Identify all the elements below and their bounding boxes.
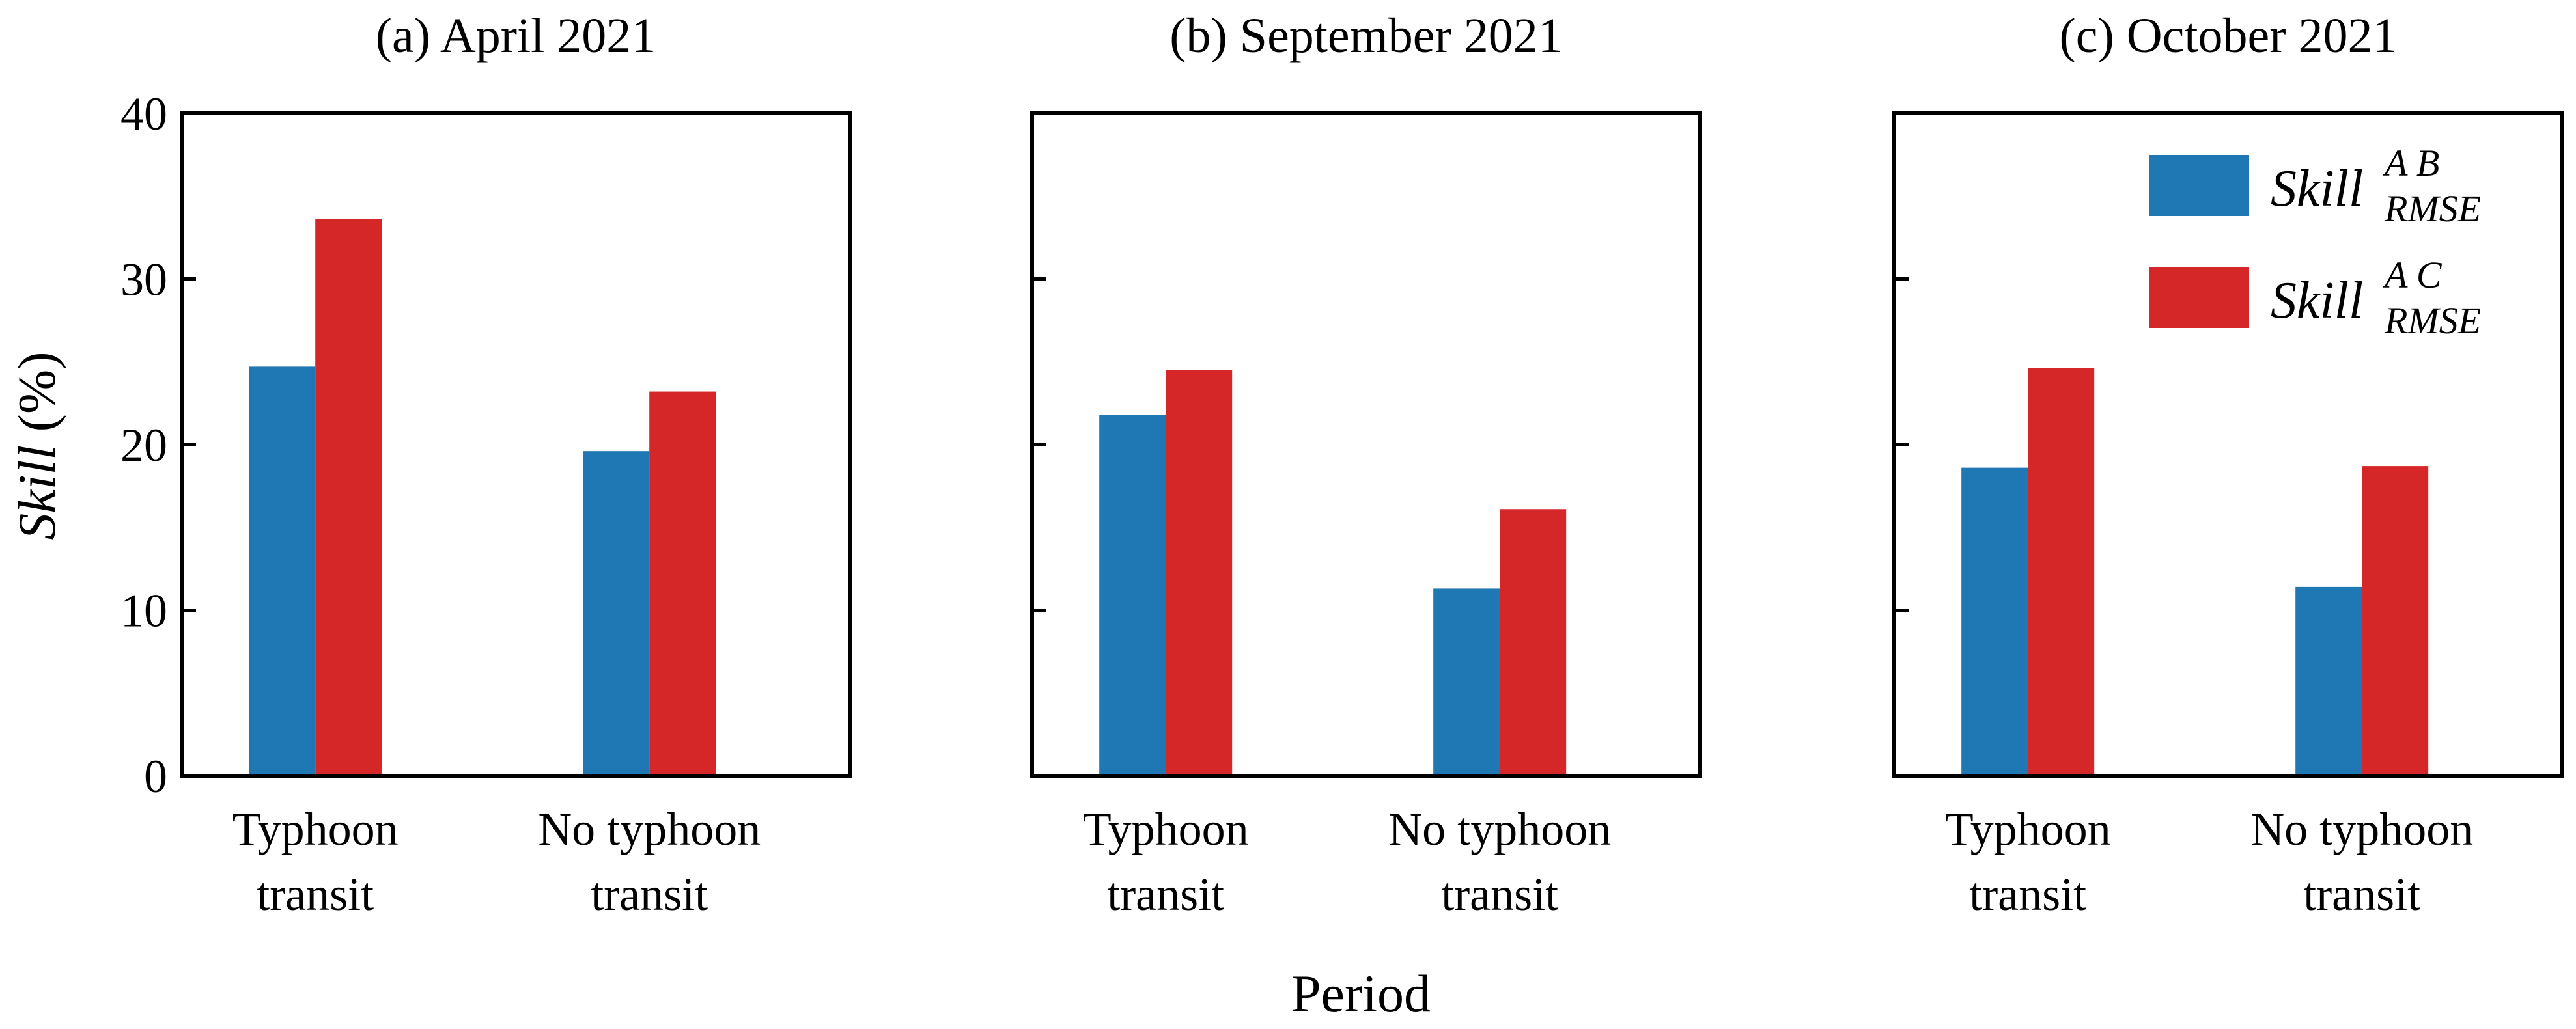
bar-ab-no-typhoon (2295, 586, 2362, 776)
bar-ab-typhoon (1099, 415, 1166, 776)
x-axis-title: Period (1291, 964, 1431, 1023)
bar-ac-no-typhoon (1500, 509, 1567, 776)
axes-frame (1030, 111, 1702, 778)
panel-title: (a) April 2021 (376, 8, 656, 63)
panel-1: (a) April 2021 Typhoon transit No typhoon tr… (120, 8, 852, 920)
legend-subscript: RMSE (2384, 187, 2481, 230)
bar-ab-no-typhoon (583, 451, 650, 776)
axes-frame (1892, 111, 2564, 778)
bar-ac-no-typhoon (2362, 466, 2429, 776)
y-tick-label: 20 (120, 419, 167, 471)
y-tick-label: 40 (120, 88, 167, 140)
bar-ac-typhoon (315, 219, 382, 776)
legend-label: Skill (2271, 160, 2363, 217)
panel-title: (b) September 2021 (1169, 8, 1563, 63)
panel-2: (b) September 2021 Typhoon transit No typho… (1030, 8, 1702, 920)
y-tick-label: 0 (144, 750, 167, 803)
legend-swatch (2149, 267, 2249, 328)
panel-title: (c) October 2021 (2059, 8, 2397, 63)
y-axis-title: Skill (%) (7, 351, 66, 540)
legend-superscript: A B (2382, 142, 2439, 184)
bar-ab-typhoon (249, 366, 316, 776)
panel-3: (c) October 2021 Typhoon transit No typhoon… (1892, 8, 2564, 920)
legend-subscript: RMSE (2384, 299, 2481, 342)
y-tick-label: 30 (120, 254, 167, 306)
axes-frame (180, 111, 852, 778)
bar-ac-no-typhoon (649, 391, 716, 776)
bar-ac-typhoon (1166, 370, 1233, 776)
legend-swatch (2149, 155, 2249, 216)
panels: (a) April 2021 Typhoon transit No typhoon tr… (120, 8, 2564, 920)
legend-superscript: A C (2382, 254, 2443, 296)
legend-label: Skill (2271, 272, 2363, 329)
category-label: No typhoon transit (2250, 803, 2473, 920)
bar-ac-typhoon (2028, 368, 2095, 776)
category-label: No typhoon transit (1388, 803, 1611, 920)
category-label: Typhoon transit (1945, 803, 2111, 920)
category-label: No typhoon transit (538, 803, 761, 920)
category-label: Typhoon transit (1083, 803, 1249, 920)
category-label: Typhoon transit (232, 803, 399, 920)
y-tick-label: 10 (120, 585, 167, 637)
bar-ab-typhoon (1961, 467, 2028, 776)
bar-ab-no-typhoon (1433, 588, 1500, 776)
